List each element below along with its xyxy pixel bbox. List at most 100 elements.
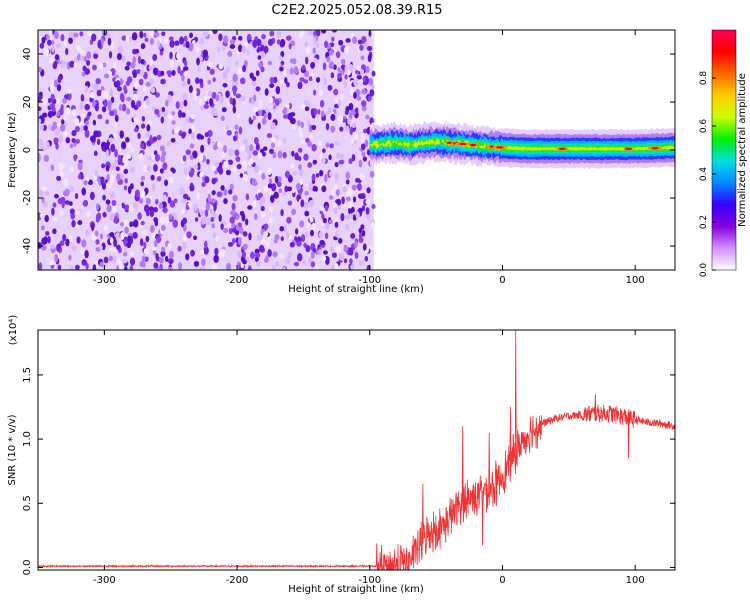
noise-blob [137,132,141,139]
noise-blob [364,139,369,148]
noise-blob [105,149,110,157]
noise-blob [192,88,197,97]
noise-blob [279,55,283,61]
noise-blob [356,74,362,80]
noise-blob [319,169,324,177]
noise-blob [247,205,253,210]
noise-blob [165,99,169,107]
noise-blob [149,209,155,218]
noise-blob [212,30,218,35]
noise-blob [203,104,209,109]
noise-blob [116,52,123,61]
noise-blob [223,189,228,196]
noise-blob [276,31,282,38]
noise-blob [365,199,371,205]
x-tick-label: -300 [93,575,116,586]
noise-blob [60,60,66,69]
noise-blob [109,247,115,252]
noise-blob [321,116,327,121]
noise-blob [55,128,61,136]
noise-blob [304,41,309,48]
noise-blob [60,196,66,204]
noise-blob [110,96,115,103]
noise-blob [92,83,97,90]
noise-blob [369,170,375,178]
noise-blob [269,77,275,84]
noise-blob [354,252,359,259]
noise-blob [93,53,99,59]
noise-blob [189,32,193,39]
noise-blob [343,258,348,264]
noise-blob [81,113,86,120]
noise-blob [314,186,319,192]
noise-blob [185,253,190,261]
noise-blob [192,150,198,159]
noise-blob [113,255,117,264]
noise-blob [118,263,123,270]
noise-blob [366,45,373,52]
noise-blob [140,181,144,187]
noise-blob [163,206,168,214]
noise-blob [129,250,135,257]
noise-blob [237,236,242,246]
noise-blob [151,183,156,191]
noise-blob [371,84,375,90]
noise-blob [299,220,305,228]
hotspot-core [625,147,633,150]
noise-blob [155,92,160,98]
noise-blob [183,166,188,176]
noise-blob [143,32,147,38]
snr-spike [461,426,464,504]
noise-blob [38,111,41,118]
noise-blob [242,259,247,265]
noise-blob [74,126,80,133]
noise-blob [81,259,87,266]
noise-blob [333,184,339,191]
noise-blob [94,230,99,237]
noise-blob [310,261,316,268]
noise-blob [105,119,109,125]
noise-blob [64,107,71,116]
noise-blob [282,137,287,144]
noise-blob [206,158,210,165]
noise-blob [142,103,147,108]
noise-blob [337,115,344,124]
noise-blob [239,210,245,217]
noise-blob [351,184,357,191]
colorbar-label: Normalized spectral amplitude [737,73,748,227]
noise-blob [313,89,317,96]
noise-blob [127,141,132,149]
figure-title: C2E2.2025.052.08.39.R15 [271,3,442,18]
noise-blob [361,205,366,212]
noise-blob [64,188,70,197]
noise-blob [340,69,345,76]
noise-blob [235,213,240,220]
noise-blob [52,228,57,235]
noise-blob [357,183,362,191]
noise-blob [81,187,87,196]
noise-blob [321,255,327,262]
noise-blob [146,165,152,172]
noise-blob [143,71,148,80]
noise-blob [319,89,323,97]
noise-blob [252,199,257,208]
noise-blob [193,95,198,101]
noise-blob [339,126,344,132]
noise-blob [345,171,350,180]
noise-blob [280,60,285,66]
noise-blob [62,97,67,104]
noise-blob [69,265,74,270]
noise-blob [81,71,86,77]
noise-blob [140,220,145,226]
noise-blob [108,137,114,143]
noise-blob [190,113,196,120]
noise-blob [223,35,229,44]
noise-blob [266,133,273,139]
noise-blob [260,238,267,245]
noise-blob [167,114,173,120]
snr-spike [481,490,484,546]
noise-blob [268,97,274,104]
noise-blob [110,163,115,171]
noise-blob [201,181,206,187]
noise-blob [247,265,252,270]
